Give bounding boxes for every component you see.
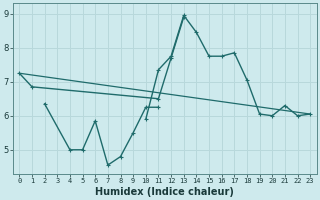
X-axis label: Humidex (Indice chaleur): Humidex (Indice chaleur) xyxy=(95,187,234,197)
